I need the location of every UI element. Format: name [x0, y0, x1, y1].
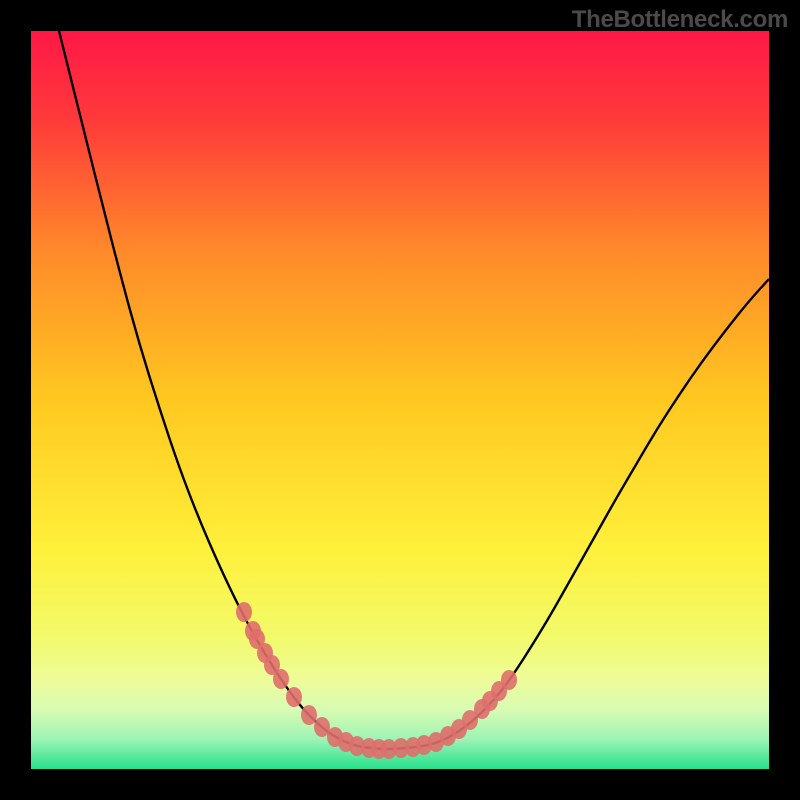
data-marker — [286, 687, 302, 707]
data-marker — [501, 670, 517, 690]
bottleneck-curve-chart — [31, 31, 769, 769]
watermark-text: TheBottleneck.com — [572, 6, 788, 34]
data-marker — [273, 669, 289, 689]
gradient-background — [31, 31, 769, 769]
data-marker — [301, 705, 317, 725]
plot-area — [31, 31, 769, 769]
chart-container: TheBottleneck.com — [0, 0, 800, 800]
data-marker — [236, 602, 252, 622]
